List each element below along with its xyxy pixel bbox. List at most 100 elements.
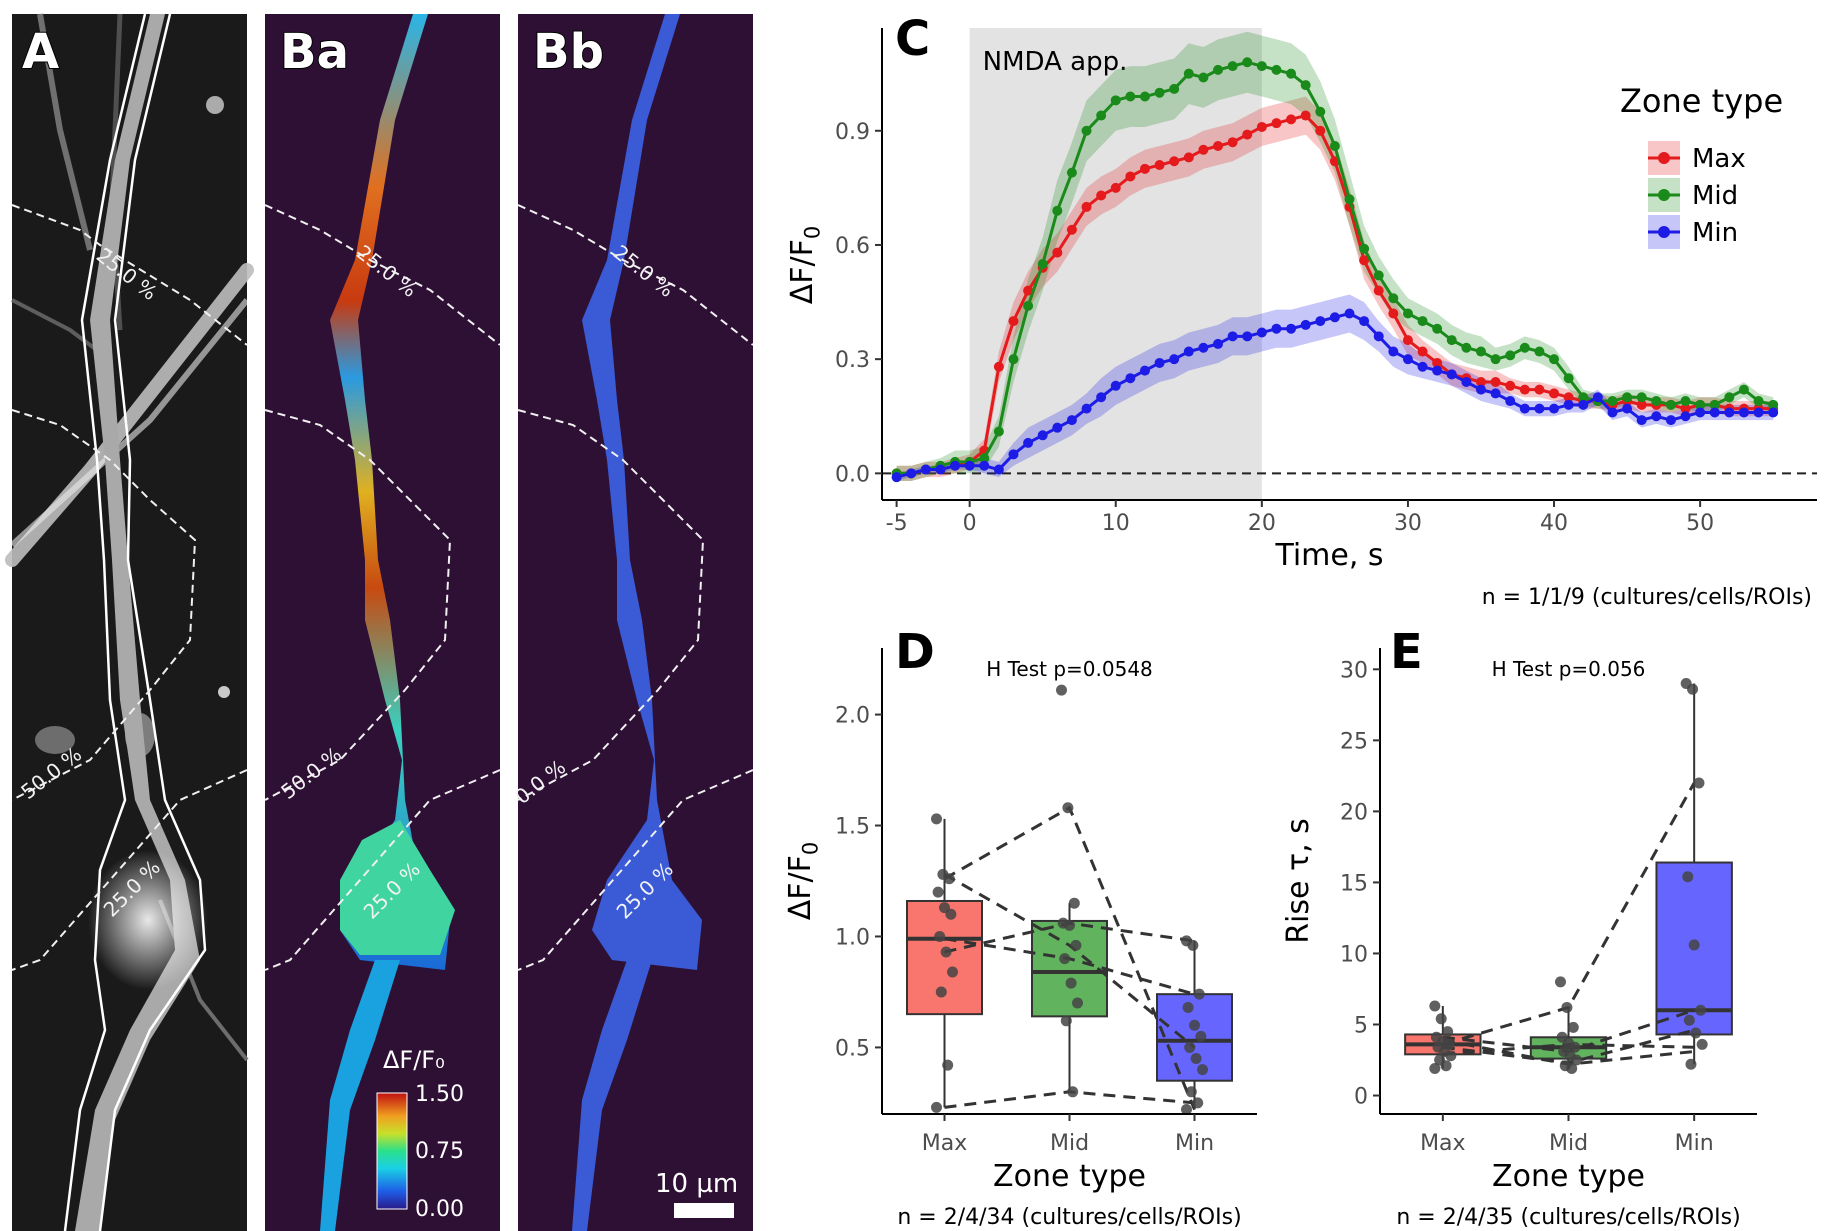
panel-a-image: 25.0 % 50.0 % 25.0 % A: [5, 13, 254, 1231]
colorbar: [376, 1092, 408, 1210]
point-max: [1213, 141, 1224, 151]
point-min: [1490, 388, 1501, 399]
x-tick-label: Min: [1675, 1131, 1714, 1156]
x-tick-label: 30: [1394, 511, 1422, 536]
point-max: [1402, 335, 1413, 346]
x-tick-label: Max: [1420, 1131, 1465, 1156]
point-min: [1096, 392, 1107, 403]
point-min: [1023, 437, 1034, 448]
point-min: [1402, 354, 1413, 365]
colorbar-tick-min: 0.00: [415, 1197, 464, 1222]
point-min: [1271, 323, 1282, 334]
point-min: [1008, 449, 1019, 460]
point-min: [1665, 415, 1676, 426]
point-min: [993, 464, 1004, 475]
paired-line: [943, 873, 1196, 1049]
point-mid: [1578, 392, 1589, 403]
panel-ba-contour-50: [264, 409, 452, 801]
point-mid: [1432, 323, 1443, 334]
point-mid: [1183, 68, 1194, 79]
data-point-max: [934, 930, 946, 942]
point-mid: [1505, 350, 1516, 361]
data-point-mid: [1566, 1063, 1578, 1075]
panel-a-neurites: [5, 13, 254, 1062]
data-point-max: [935, 986, 947, 998]
panel-ba-axon: [320, 960, 400, 1231]
point-min: [1738, 407, 1749, 418]
panel-ba-letter: Ba: [280, 24, 349, 80]
point-min: [1680, 411, 1691, 422]
point-min: [1037, 430, 1048, 441]
y-tick-label: 2.0: [835, 704, 870, 729]
data-point-max: [945, 908, 957, 920]
x-tick-label: -5: [886, 511, 908, 536]
h-test-annotation: H Test p=0.056: [1492, 657, 1646, 681]
y-tick-label: 0.3: [835, 348, 870, 373]
point-min: [1242, 331, 1253, 342]
y-tick-label: 25: [1340, 729, 1368, 754]
panel-bb-contour-25-lower: [517, 769, 754, 971]
data-point-max: [1435, 1013, 1447, 1025]
point-mid: [1066, 167, 1077, 178]
point-max: [993, 361, 1004, 372]
point-mid: [1256, 61, 1267, 72]
panel-ba-contour-25-upper: [264, 204, 501, 346]
point-min: [1169, 354, 1180, 365]
point-max: [1125, 171, 1136, 182]
point-min: [1110, 380, 1121, 391]
point-min: [1651, 411, 1662, 422]
data-point-min: [1192, 1097, 1204, 1109]
colorbar-tick-mid: 0.75: [415, 1139, 464, 1164]
point-mid: [1373, 270, 1384, 281]
x-tick-label: Mid: [1549, 1131, 1588, 1156]
point-max: [1534, 384, 1545, 395]
box-mid: [1031, 919, 1108, 1018]
y-tick-label: 15: [1340, 871, 1368, 896]
point-mid: [1709, 399, 1720, 410]
point-max: [1256, 121, 1267, 132]
point-mid: [1446, 335, 1457, 346]
point-mid: [1753, 396, 1764, 407]
point-min: [1636, 415, 1647, 426]
legend-label-min: Min: [1692, 218, 1738, 248]
point-min: [1519, 403, 1530, 414]
point-min: [950, 460, 961, 471]
panel-e-letter: E: [1390, 624, 1423, 680]
panel-e-note: n = 2/4/35 (cultures/cells/ROIs): [1396, 1205, 1740, 1230]
point-min: [920, 464, 931, 475]
panel-bb-axon: [572, 960, 652, 1231]
data-point-max: [942, 1059, 954, 1071]
panel-a-letter: A: [22, 24, 59, 80]
point-min: [1125, 373, 1136, 384]
panel-c-note: n = 1/1/9 (cultures/cells/ROIs): [1482, 585, 1812, 610]
panel-ba-contour-25-lower: [264, 769, 501, 971]
point-min: [1359, 316, 1370, 327]
data-point-max: [931, 813, 942, 825]
point-max: [1505, 380, 1516, 391]
point-mid: [1344, 194, 1355, 205]
point-min: [1505, 396, 1516, 407]
point-min: [1724, 407, 1735, 418]
point-max: [1169, 156, 1180, 167]
x-axis-title: Zone type: [1492, 1159, 1645, 1194]
point-mid: [1490, 354, 1501, 365]
point-min: [1329, 312, 1340, 323]
colorbar-tick-max: 1.50: [415, 1082, 464, 1107]
point-min: [1549, 403, 1560, 414]
point-mid: [1008, 354, 1019, 365]
point-min: [1417, 361, 1428, 372]
data-point-min: [1685, 1058, 1697, 1070]
point-min: [1066, 415, 1077, 426]
data-point-mid: [1072, 997, 1083, 1009]
point-min: [891, 472, 902, 483]
data-point-min: [1197, 1064, 1208, 1076]
point-min: [1300, 319, 1311, 330]
point-max: [1008, 316, 1019, 327]
legend-label-max: Max: [1692, 144, 1746, 174]
y-tick-label: 1.5: [835, 815, 870, 840]
point-min: [1709, 407, 1720, 418]
panel-d-note: n = 2/4/34 (cultures/cells/ROIs): [897, 1205, 1241, 1230]
x-tick-label: 40: [1540, 511, 1568, 536]
y-axis-title-main: ΔF/F: [785, 239, 820, 304]
point-max: [1052, 247, 1063, 258]
